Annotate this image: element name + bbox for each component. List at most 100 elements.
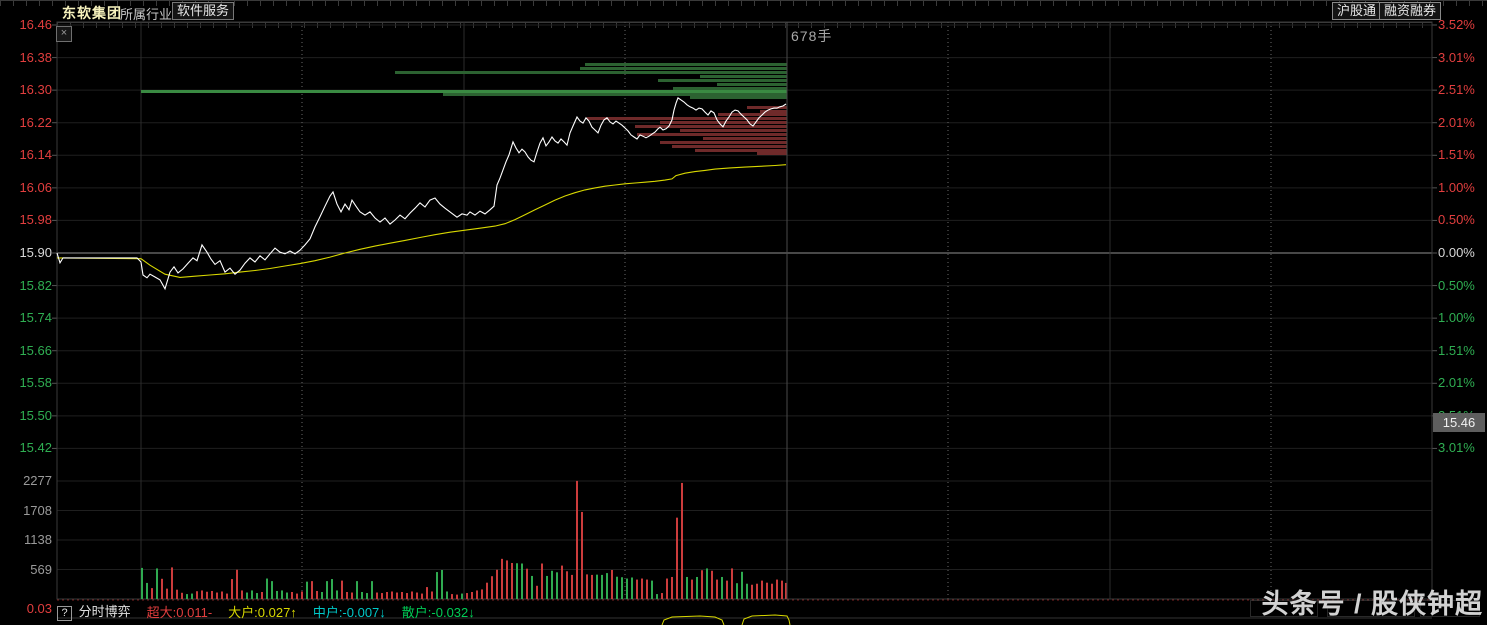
volume-bar: [281, 590, 283, 599]
toolbar-stub[interactable]: [1327, 600, 1415, 617]
volume-bar: [706, 568, 708, 599]
volume-bar: [636, 579, 638, 599]
volume-bar: [291, 592, 293, 599]
volume-bar: [456, 594, 458, 599]
indicator-name[interactable]: 分时博弈: [78, 604, 131, 619]
volume-bar: [391, 591, 393, 599]
volume-bar: [191, 593, 193, 599]
volume-bar: [311, 581, 313, 599]
volume-bar: [246, 592, 248, 599]
volume-bar: [761, 580, 763, 599]
volume-bar: [371, 581, 373, 599]
volume-bar: [506, 560, 508, 599]
volume-bar: [346, 592, 348, 599]
volume-bar: [306, 581, 308, 599]
volume-bar: [696, 576, 698, 599]
volume-bar: [661, 593, 663, 599]
volume-bar: [666, 578, 668, 599]
volume-bar: [416, 592, 418, 599]
volume-bar: [686, 576, 688, 599]
indicator-curve-fragment: [661, 615, 725, 625]
volume-bar: [476, 590, 478, 599]
depth-bar-green: [443, 93, 787, 96]
volume-bar: [156, 568, 158, 599]
volume-bar: [741, 571, 743, 599]
volume-bar: [221, 591, 223, 599]
volume-bar: [401, 592, 403, 599]
depth-bar-red: [672, 145, 787, 148]
hugutong-button[interactable]: 沪股通: [1332, 2, 1382, 20]
volume-bar: [181, 592, 183, 599]
volume-bar: [441, 569, 443, 599]
depth-bar-red: [680, 129, 787, 132]
volume-bar: [721, 576, 723, 599]
volume-bar: [411, 591, 413, 599]
depth-bar-red: [660, 121, 787, 124]
volume-bar: [621, 577, 623, 599]
volume-bar: [406, 593, 408, 599]
depth-bar-red: [757, 152, 787, 155]
volume-bar: [201, 590, 203, 599]
volume-bar: [206, 591, 208, 599]
industry-value-button[interactable]: 软件服务: [172, 2, 235, 20]
volume-bar: [231, 579, 233, 599]
depth-bar-red: [695, 149, 787, 152]
volume-bar: [656, 594, 658, 599]
volume-bar: [446, 591, 448, 599]
depth-bar-green: [580, 67, 787, 70]
volume-bar: [161, 578, 163, 599]
volume-bar: [581, 511, 583, 599]
volume-bar: [331, 579, 333, 599]
top-tick-ruler: [0, 0, 1487, 6]
volume-bar: [781, 580, 783, 599]
depth-bar-red: [760, 110, 787, 113]
close-icon[interactable]: ×: [56, 26, 72, 42]
volume-bar: [551, 570, 553, 599]
volume-bar: [471, 592, 473, 599]
volume-bar: [771, 583, 773, 599]
depth-bar-red: [703, 137, 787, 140]
volume-bar: [256, 593, 258, 599]
toolbar-stub[interactable]: [1250, 600, 1318, 617]
volume-bar: [586, 574, 588, 599]
depth-bar-green: [585, 63, 787, 66]
volume-bar: [141, 567, 143, 599]
volume-bar: [301, 591, 303, 599]
volume-bar: [376, 592, 378, 599]
volume-bar: [261, 592, 263, 599]
volume-bar: [731, 568, 733, 599]
volume-bar: [276, 590, 278, 599]
volume-bar: [316, 590, 318, 599]
volume-bar: [226, 593, 228, 599]
volume-bar: [766, 582, 768, 599]
volume-bar: [566, 571, 568, 599]
volume-bar: [736, 583, 738, 599]
volume-bar: [526, 568, 528, 599]
price-line: [56, 97, 787, 291]
depth-bar-red: [747, 106, 787, 109]
volume-bar: [641, 578, 643, 599]
volume-bar: [751, 584, 753, 599]
volume-bar: [351, 592, 353, 599]
volume-bar: [591, 574, 593, 599]
volume-bar: [785, 582, 787, 599]
depth-bar-green: [717, 83, 787, 86]
volume-bar: [486, 582, 488, 599]
help-icon[interactable]: ?: [57, 606, 72, 621]
volume-bar: [421, 593, 423, 599]
volume-bar: [451, 594, 453, 599]
volume-bar: [631, 577, 633, 599]
volume-bar: [461, 593, 463, 599]
indicator-curve-fragment: [741, 614, 791, 625]
volume-bar: [716, 579, 718, 599]
toolbar-stub[interactable]: [1420, 600, 1480, 617]
volume-bar: [676, 517, 678, 599]
volume-bar: [561, 565, 563, 599]
volume-bar: [366, 593, 368, 599]
margin-trading-button[interactable]: 融资融券: [1379, 2, 1442, 20]
volume-bar: [171, 567, 173, 599]
volume-bar: [361, 592, 363, 599]
volume-bar: [216, 592, 218, 599]
